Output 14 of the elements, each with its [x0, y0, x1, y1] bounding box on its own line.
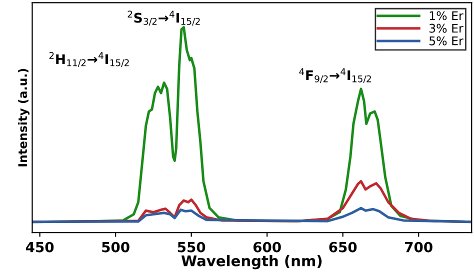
x-tick-label: 500 [102, 242, 130, 252]
annotation: $^{2}$H$_{11/2}$→$^{4}$I$_{15/2}$ [49, 52, 129, 67]
y-axis-title: Intensity (a.u.) [18, 68, 30, 166]
x-tick-label: 550 [178, 242, 206, 252]
x-tick-label: 650 [329, 242, 357, 252]
legend-label: 5% Er [429, 36, 464, 46]
legend-label: 3% Er [429, 24, 464, 33]
x-tick-label: 450 [26, 242, 54, 252]
x-tick-label: 700 [405, 242, 432, 252]
text: $^{2}$S$_{3/2}$→$^{4}$I$_{15/2}$ [128, 10, 200, 26]
annotation: $^{4}$F$_{9/2}$→$^{4}$I$_{15/2}$ [299, 68, 371, 84]
legend-label: 1% Er [430, 11, 464, 20]
x-axis-title: Wavelength (nm) [181, 255, 322, 270]
x-tick-label: 600 [253, 242, 281, 252]
